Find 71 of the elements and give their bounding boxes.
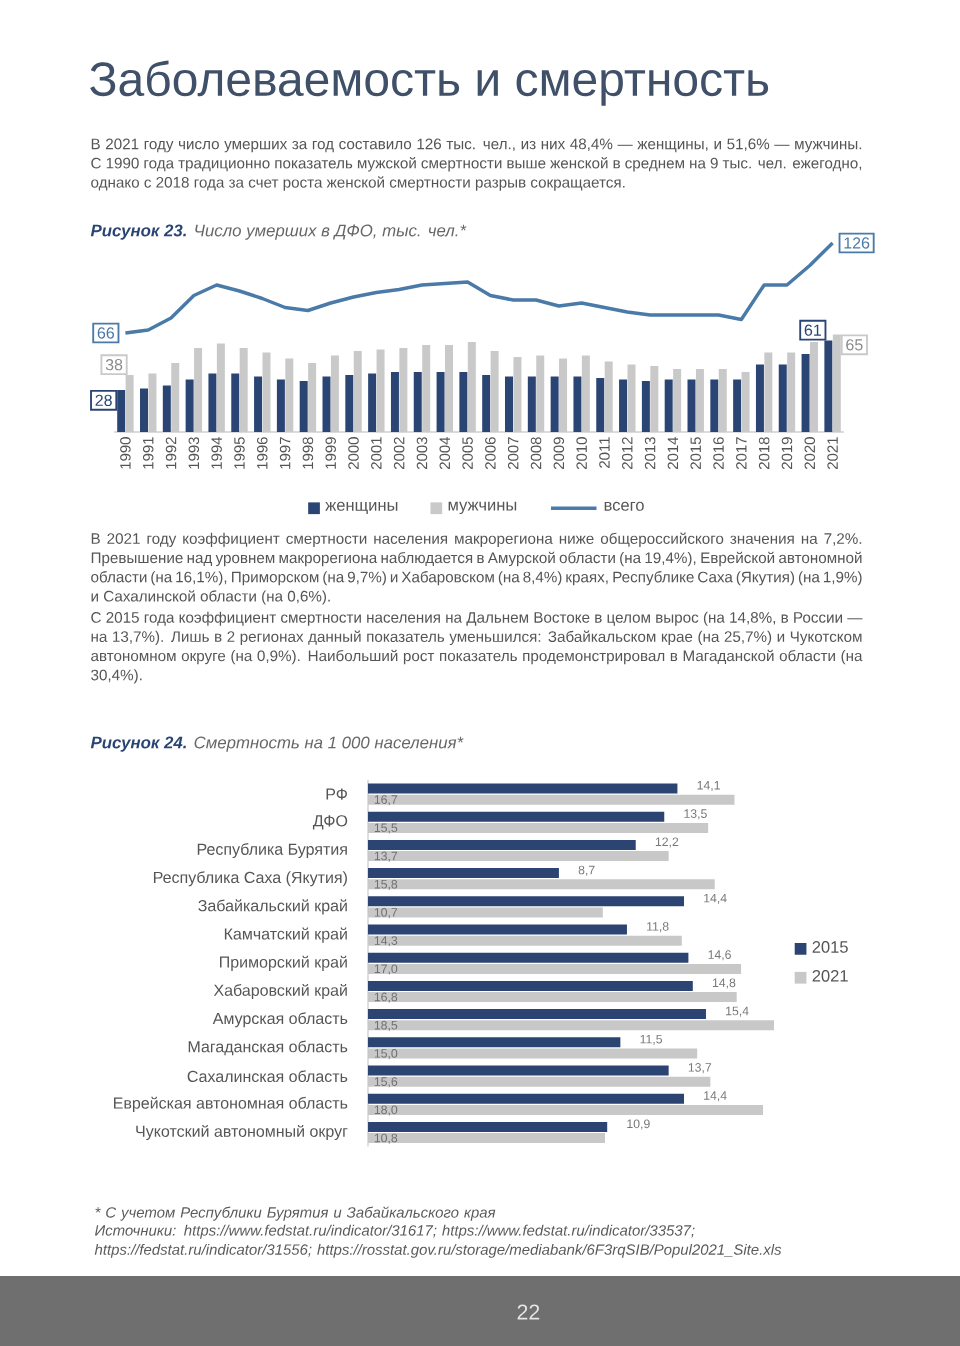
- bar: [367, 924, 627, 935]
- chart-title: Рисунок 24. Смертность на 1 000 населения*: [90, 736, 464, 752]
- bar: [140, 388, 149, 433]
- bar: [778, 364, 787, 433]
- bar: [619, 379, 628, 433]
- bar: [413, 372, 422, 433]
- bar: [390, 372, 399, 433]
- bar: [367, 1009, 706, 1020]
- legend-label: мужчины: [448, 501, 517, 515]
- bar: [367, 896, 685, 907]
- y-tick-label: Сахалинская область: [187, 1070, 348, 1083]
- bar: [596, 377, 605, 433]
- y-tick-label: Республика Саха (Якутия): [153, 871, 347, 887]
- legend-label: 2015: [812, 941, 848, 953]
- text: Заболеваемость и смертность: [90, 60, 769, 106]
- bar: [367, 1121, 608, 1132]
- y-tick-label: Забайкальский край: [198, 899, 347, 915]
- y-tick-label: Хабаровский край: [213, 983, 347, 1000]
- data-label: 65: [846, 339, 863, 351]
- bar: [208, 373, 217, 433]
- bar: [185, 379, 194, 433]
- bar: [550, 376, 559, 433]
- bar: [367, 980, 693, 991]
- bar: [436, 372, 445, 433]
- bar: [367, 1037, 621, 1048]
- bar: [687, 379, 696, 433]
- y-tick-label: Еврейская автономная область: [114, 1096, 348, 1112]
- y-tick-label: Приморский край: [220, 955, 347, 971]
- bar: [322, 376, 331, 433]
- legend-label: всего: [604, 501, 644, 511]
- bar: [573, 376, 582, 433]
- bar: [368, 373, 377, 433]
- chart-title: Рисунок 23. Число умерших в ДФО, тыс. чел.*: [90, 224, 467, 240]
- bar: [345, 375, 354, 433]
- data-label: 28: [95, 394, 112, 407]
- bar: [755, 364, 764, 433]
- y-tick-label: Амурская область: [212, 1012, 348, 1028]
- legend-label: женщины: [325, 501, 398, 514]
- bar: [459, 372, 468, 433]
- bar: [162, 385, 171, 433]
- bar: [664, 379, 673, 433]
- bar: [367, 839, 636, 850]
- bar: [276, 379, 285, 433]
- data-label: 66: [97, 327, 115, 339]
- bar: [367, 952, 689, 963]
- bar: [801, 354, 810, 433]
- data-label: 61: [804, 324, 821, 336]
- data-label: 126: [844, 237, 870, 249]
- y-tick-label: Магаданская область: [188, 1040, 348, 1056]
- bar: [527, 376, 536, 433]
- y-tick-label: Чукотский автономный округ: [136, 1124, 348, 1141]
- bar: [299, 381, 308, 433]
- bar: [505, 376, 513, 433]
- y-tick-label: Камчатский край: [224, 927, 347, 943]
- data-label: 38: [105, 359, 123, 371]
- bar: [641, 381, 650, 433]
- bar: [367, 1065, 669, 1076]
- y-tick-label: РФ: [326, 788, 347, 800]
- bar: [710, 379, 719, 433]
- bar: [367, 811, 665, 822]
- text: 22: [517, 1304, 540, 1320]
- bar: [367, 1093, 685, 1104]
- y-tick-label: ДФО: [312, 815, 348, 830]
- bar: [733, 379, 742, 433]
- bar: [482, 375, 491, 433]
- y-tick-label: Республика Бурятия: [197, 842, 347, 859]
- bar: [367, 868, 559, 879]
- legend-label: 2021: [812, 969, 848, 982]
- bar: [367, 783, 678, 794]
- bar: [254, 376, 263, 433]
- bar: [231, 373, 240, 433]
